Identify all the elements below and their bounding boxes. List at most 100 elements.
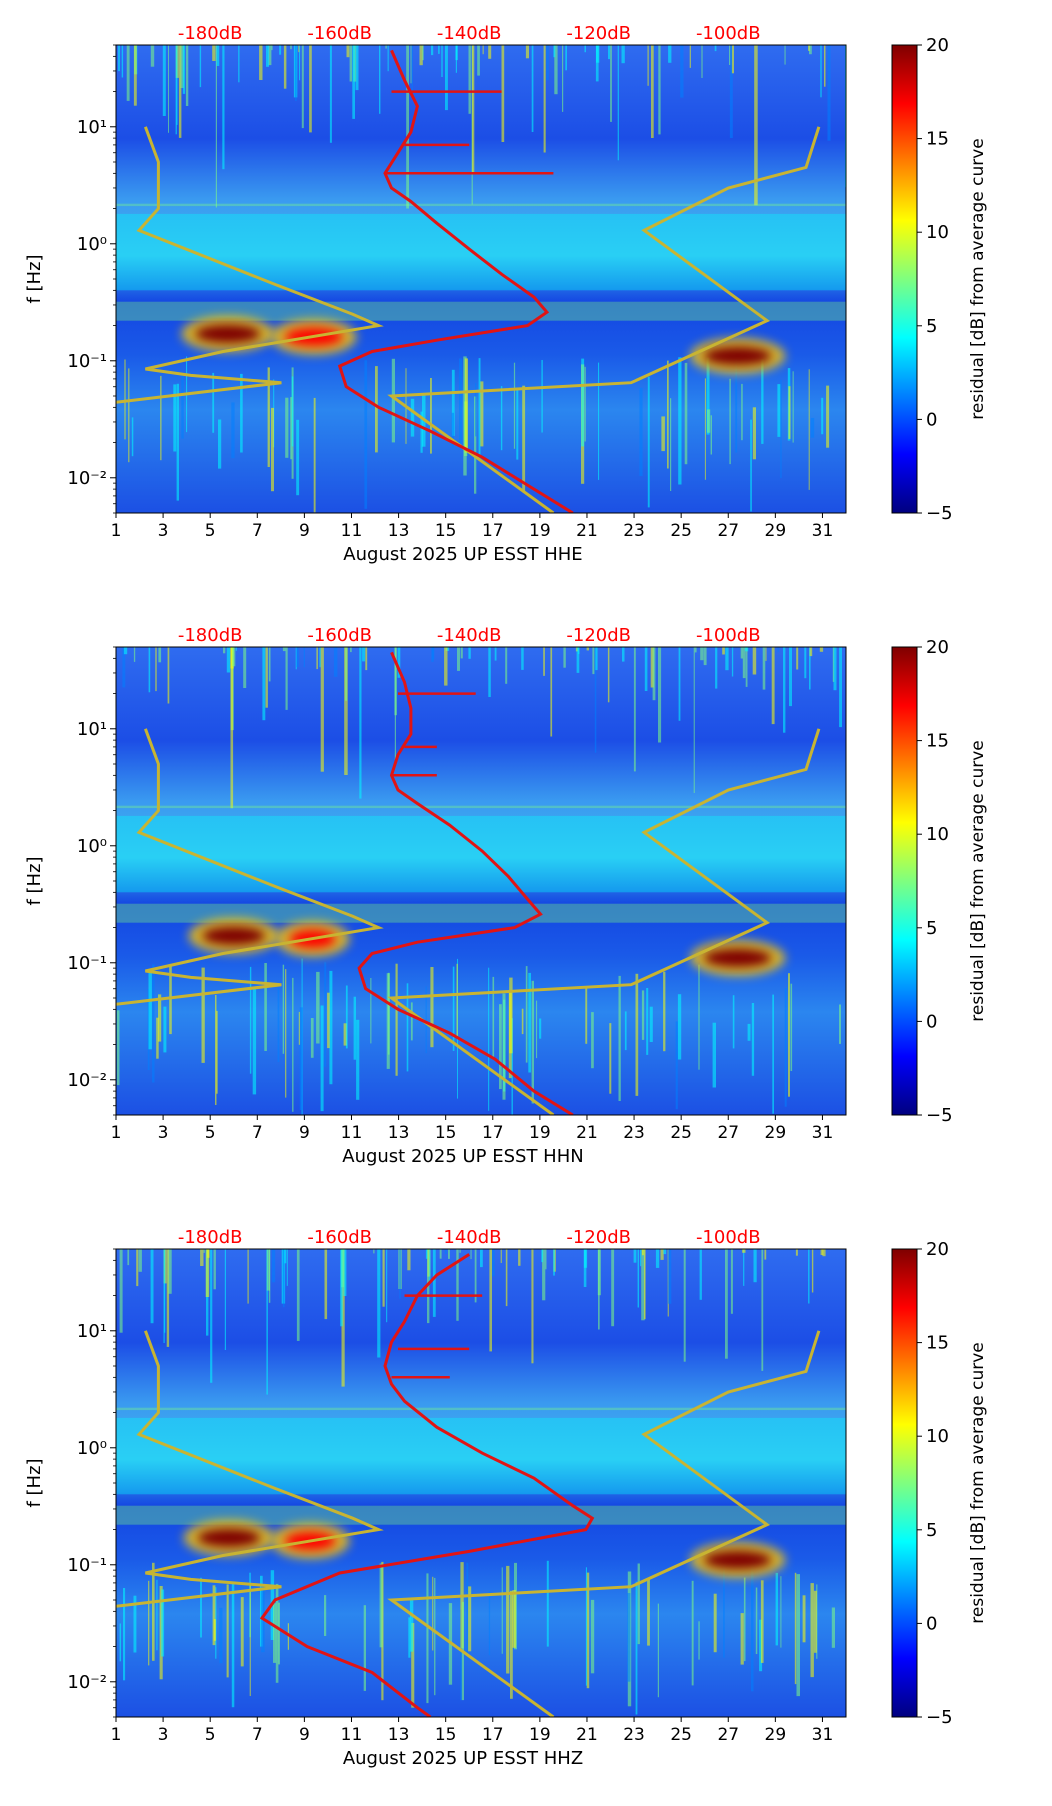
spectral-streak xyxy=(753,1249,757,1283)
spectral-streak xyxy=(795,1249,798,1256)
spectral-streak xyxy=(408,1617,411,1658)
spectral-streak xyxy=(163,1006,167,1053)
spectral-streak xyxy=(181,373,184,439)
spectral-streak xyxy=(200,1577,202,1638)
spectral-streak xyxy=(586,647,589,651)
y-tick-label: 10⁻¹ xyxy=(67,953,107,974)
x-tick-label: 21 xyxy=(576,1123,598,1143)
x-tick-label: 13 xyxy=(388,521,410,541)
x-tick-label: 23 xyxy=(623,521,645,541)
spectral-streak xyxy=(327,992,330,1049)
x-tick-label: 19 xyxy=(529,1725,551,1745)
spectral-streak xyxy=(745,647,748,687)
spectral-streak xyxy=(387,972,390,1055)
spectral-streak xyxy=(611,1249,615,1327)
spectral-streak xyxy=(320,647,324,772)
spectral-streak xyxy=(231,402,235,459)
spectral-streak xyxy=(658,647,662,743)
spectral-streak xyxy=(175,45,177,135)
spectral-streak xyxy=(287,1623,289,1650)
spectral-streak xyxy=(178,45,182,138)
spectral-streak xyxy=(595,45,599,82)
spectral-streak xyxy=(725,647,729,671)
spectral-streak xyxy=(395,963,398,1076)
spectral-streak xyxy=(425,986,427,1054)
spectral-streak xyxy=(482,45,484,55)
spectral-streak xyxy=(677,994,682,1060)
spectral-streak xyxy=(494,647,497,661)
spectral-streak xyxy=(216,45,220,66)
spectral-streak xyxy=(712,1022,716,1088)
spectral-streak xyxy=(723,1563,725,1658)
spectral-streak xyxy=(379,1563,383,1648)
spectral-streak xyxy=(505,647,508,684)
x-tick-label: 15 xyxy=(435,1725,457,1745)
model-curve-2 xyxy=(387,1330,821,1717)
spectral-streak xyxy=(282,964,285,1054)
spectral-streak xyxy=(742,647,746,679)
spectral-streak xyxy=(759,1619,763,1672)
spectral-streak xyxy=(364,360,368,509)
spectral-streak xyxy=(729,45,731,65)
spectral-streak xyxy=(539,1018,542,1039)
x-tick-label: 5 xyxy=(205,521,216,541)
colorbar-tick-label: 10 xyxy=(926,1426,949,1447)
spectral-streak xyxy=(452,966,455,1051)
spectral-streak xyxy=(743,1249,745,1286)
colorbar-tick-label: 20 xyxy=(926,637,949,658)
spectral-streak xyxy=(349,45,352,82)
spectral-streak xyxy=(459,1249,461,1253)
x-tick-label: 13 xyxy=(388,1123,410,1143)
spectral-streak xyxy=(822,1249,826,1257)
spectral-streak xyxy=(550,647,553,737)
spectral-streak xyxy=(410,1002,413,1041)
x-tick-label: 27 xyxy=(717,1123,739,1143)
spectral-band xyxy=(116,903,846,923)
y-tick-label: 10⁻² xyxy=(67,468,107,489)
panel-hhe: 1 3 5 7 9 11 13 15 17 19 21 23 25 27 29 3110⁻²10⁻¹10⁰10… xyxy=(24,23,988,565)
spectral-streak xyxy=(431,45,434,56)
spectral-streak xyxy=(434,1577,436,1696)
spectral-streak xyxy=(635,1581,638,1715)
spectral-streak xyxy=(439,1249,442,1259)
spectral-streak xyxy=(212,1585,216,1646)
spectral-streak xyxy=(169,966,172,1035)
spectral-streak xyxy=(133,1595,137,1653)
spectral-streak xyxy=(324,1595,327,1636)
x-tick-label: 15 xyxy=(435,1123,457,1143)
spectral-streak xyxy=(240,1597,244,1667)
spectral-streak xyxy=(444,647,448,686)
model-curve-2 xyxy=(387,126,821,513)
spectral-streak xyxy=(541,360,543,433)
spectral-streak xyxy=(715,647,718,689)
spectral-streak xyxy=(432,1576,434,1651)
spectral-streak xyxy=(127,1249,130,1266)
spectral-streak xyxy=(831,1607,835,1648)
spectral-streak xyxy=(553,1249,555,1276)
spectral-streak xyxy=(522,385,526,493)
spectral-streak xyxy=(296,419,300,496)
x-tick-label: 1 xyxy=(111,1123,122,1143)
spectral-streak xyxy=(501,45,505,142)
spectral-streak xyxy=(329,970,333,1085)
spectral-streak xyxy=(637,1563,640,1645)
spectral-streak xyxy=(352,45,355,119)
spectral-streak xyxy=(420,411,423,453)
spectral-streak xyxy=(224,1249,226,1350)
x-tick-label: 27 xyxy=(717,521,739,541)
spectral-streak xyxy=(212,372,215,433)
spectral-streak xyxy=(344,647,348,775)
spectral-streak xyxy=(379,45,381,114)
y-axis-label: f [Hz] xyxy=(24,1458,45,1507)
spectral-streak xyxy=(264,963,267,1051)
x-tick-label: 31 xyxy=(812,1725,834,1745)
spectral-streak xyxy=(162,45,166,116)
db-scale-label: -140dB xyxy=(437,625,502,646)
hot-spot xyxy=(202,926,266,945)
spectral-streak xyxy=(586,1572,590,1689)
x-tick-label: 17 xyxy=(482,1123,504,1143)
x-tick-label: 5 xyxy=(205,1123,216,1143)
spectral-streak xyxy=(802,1595,806,1643)
colorbar-tick-label: −5 xyxy=(926,1707,953,1728)
spectral-streak xyxy=(324,1249,328,1320)
